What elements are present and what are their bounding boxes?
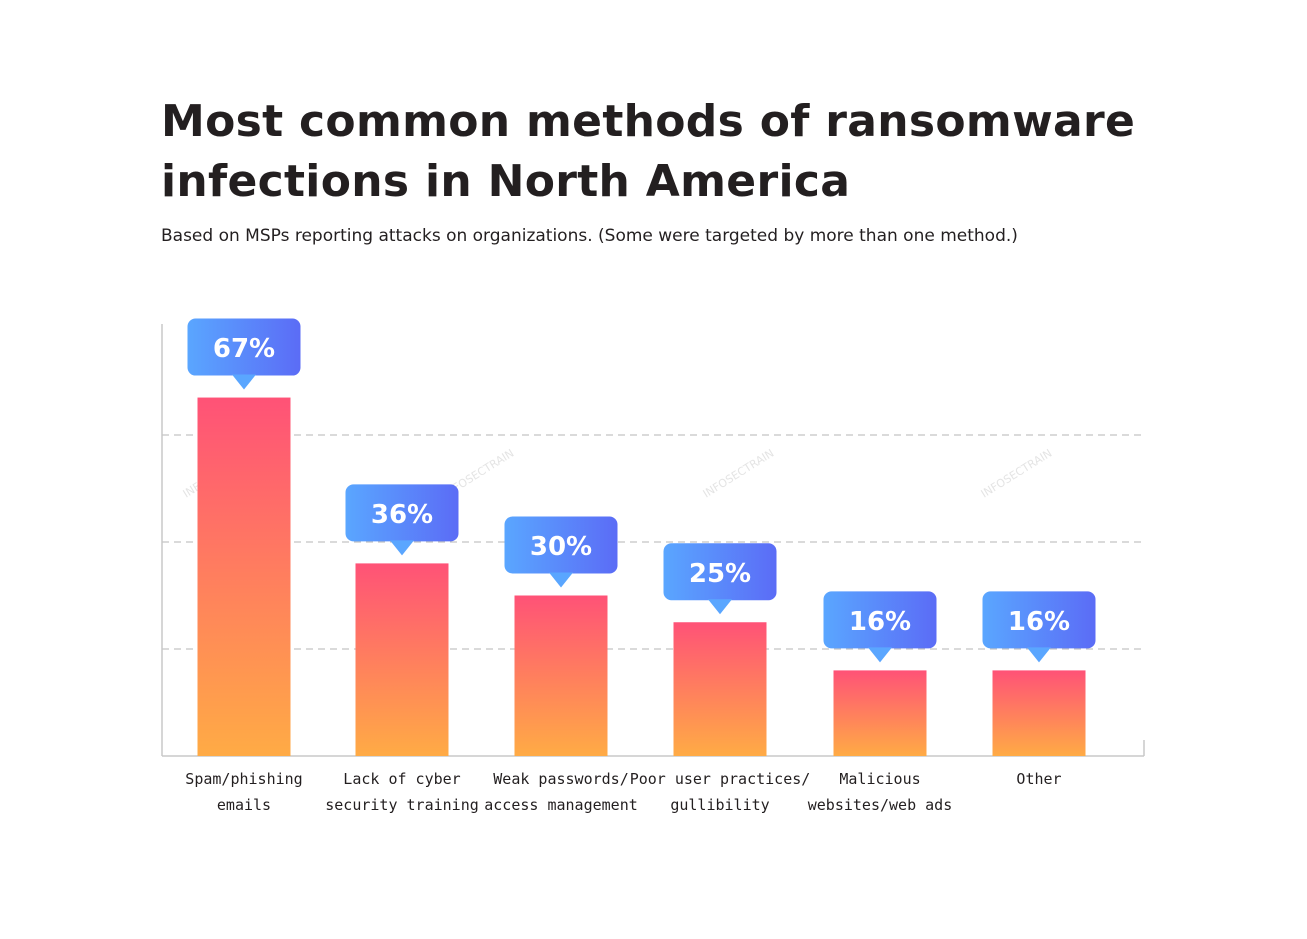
data-label-pointer — [549, 572, 573, 588]
data-label-text: 16% — [849, 607, 911, 637]
data-label-1: 67% — [187, 318, 301, 390]
x-tick-label-line: Lack of cyber — [343, 770, 460, 788]
x-tick-label-line: security training — [325, 796, 479, 814]
x-tick-label-1: Spam/phishing emails — [185, 770, 302, 814]
data-label-text: 25% — [689, 559, 751, 589]
x-tick-label-3: Weak passwords/access management — [484, 770, 638, 814]
data-label-pointer — [232, 374, 256, 390]
data-label-4: 25% — [663, 543, 777, 615]
data-label-box — [823, 591, 937, 649]
data-label-pointer — [868, 647, 892, 663]
chart-title-line-2: infections in North America — [161, 156, 851, 207]
x-tick-label-4: Poor user practices/gullibility — [630, 770, 811, 814]
x-tick-label-6: Other — [1016, 770, 1061, 788]
data-label-box — [345, 484, 459, 542]
chart-title: Most common methods of ransomware infect… — [161, 92, 1161, 212]
x-tick-label-line: Poor user practices/ — [630, 770, 811, 788]
x-tick-label-5: Malicious websites/web ads — [808, 770, 953, 814]
data-label-box — [663, 543, 777, 601]
x-tick-label-line: gullibility — [670, 796, 769, 814]
x-tick-label-line: access management — [484, 796, 638, 814]
x-tick-label-line: Spam/phishing — [185, 770, 302, 788]
bar-6 — [992, 670, 1086, 756]
data-label-5: 16% — [823, 591, 937, 663]
data-label-pointer — [1027, 647, 1051, 663]
data-label-text: 67% — [213, 334, 275, 364]
data-label-box — [187, 318, 301, 376]
data-label-text: 36% — [371, 500, 433, 530]
data-label-box — [982, 591, 1096, 649]
x-tick-label-line: Weak passwords/ — [493, 770, 628, 788]
x-tick-label-line: websites/web ads — [808, 796, 953, 814]
data-label-2: 36% — [345, 484, 459, 556]
x-tick-label-line: Malicious — [839, 770, 920, 788]
data-label-6: 16% — [982, 591, 1096, 663]
bar-2 — [355, 563, 449, 756]
data-label-pointer — [708, 599, 732, 615]
bar-4 — [673, 622, 767, 756]
bar-1 — [197, 397, 291, 756]
data-label-box — [504, 516, 618, 574]
x-tick-label-line: Other — [1016, 770, 1061, 788]
data-label-3: 30% — [504, 516, 618, 588]
watermark-3: INFOSECTRAIN — [701, 447, 777, 501]
bar-5 — [833, 670, 927, 756]
chart-subtitle: Based on MSPs reporting attacks on organ… — [161, 226, 1018, 246]
data-label-pointer — [390, 540, 414, 556]
bar-3 — [514, 595, 608, 756]
data-label-text: 16% — [1008, 607, 1070, 637]
x-tick-label-line: emails — [217, 796, 271, 814]
data-label-text: 30% — [530, 532, 592, 562]
watermark-4: INFOSECTRAIN — [979, 447, 1055, 501]
chart-title-line-1: Most common methods of ransomware — [161, 96, 1136, 147]
x-tick-label-2: Lack of cyber security training — [325, 770, 479, 814]
